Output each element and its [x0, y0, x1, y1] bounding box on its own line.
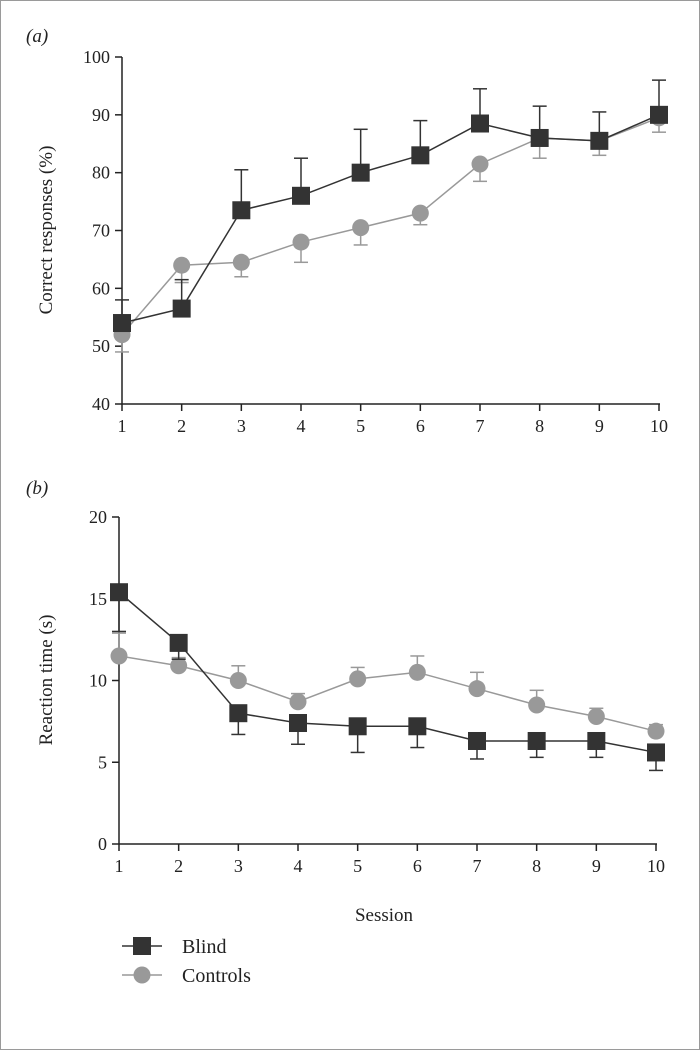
y-tick-label: 90 — [92, 105, 110, 125]
legend-controls-label: Controls — [182, 965, 251, 987]
data-point-blind — [530, 128, 549, 147]
x-tick-label: 8 — [532, 856, 541, 876]
panel-a-label: (a) — [26, 26, 48, 47]
legend-blind-marker — [133, 937, 151, 955]
series-line-controls — [118, 655, 657, 732]
legend-controls-marker — [133, 966, 151, 984]
x-tick-label: 3 — [234, 856, 243, 876]
data-point-blind — [590, 131, 609, 150]
legend-entry-controls: Controls — [122, 965, 251, 987]
x-tick-label: 4 — [294, 856, 303, 876]
series-controls — [110, 632, 665, 740]
data-point-controls — [232, 253, 250, 271]
data-point-blind — [351, 163, 370, 182]
data-point-blind — [471, 114, 489, 133]
panel-a-y-axis-title: Correct responses (%) — [36, 146, 57, 315]
data-point-controls — [471, 155, 489, 173]
data-point-controls — [289, 693, 307, 711]
series-line-controls — [121, 117, 660, 336]
data-point-controls — [170, 657, 188, 675]
data-point-controls — [229, 672, 247, 689]
y-tick-label: 10 — [89, 671, 107, 691]
y-tick-label: 40 — [92, 394, 110, 414]
x-tick-label: 9 — [592, 856, 601, 876]
legend-blind-label: Blind — [182, 936, 226, 958]
x-tick-label: 1 — [115, 856, 124, 876]
data-point-controls — [173, 256, 191, 274]
series-controls — [113, 109, 668, 353]
panel-b-label: (b) — [26, 478, 48, 499]
panel-b-x-axis-title: Session — [355, 905, 414, 926]
data-point-blind — [113, 314, 131, 333]
data-point-blind — [587, 731, 606, 750]
data-point-blind — [647, 743, 665, 762]
data-point-controls — [352, 219, 370, 237]
panel-b-y-axis-title: Reaction time (s) — [36, 615, 57, 746]
x-tick-label: 2 — [177, 416, 186, 436]
x-tick-label: 6 — [416, 416, 425, 436]
panel-a-series — [113, 79, 668, 353]
data-point-blind — [169, 633, 188, 652]
legend: Blind Controls — [122, 936, 251, 987]
y-tick-label: 5 — [98, 752, 107, 772]
series-blind — [110, 583, 665, 772]
panel-a-axes: 40 50 60 70 80 90 100 1 2 3 4 5 6 7 8 9 10 — [83, 47, 668, 436]
y-tick-label: 50 — [92, 336, 110, 356]
panel-b-chart: (b) Reaction time (s) Session 0 5 10 15 20 1 2… — [26, 478, 665, 926]
data-point-blind — [229, 704, 248, 723]
x-tick-label: 5 — [353, 856, 362, 876]
legend-entry-blind: Blind — [122, 936, 226, 958]
x-tick-label: 10 — [647, 856, 665, 876]
data-point-blind — [348, 717, 367, 736]
data-point-blind — [468, 731, 486, 750]
y-tick-label: 20 — [89, 507, 107, 527]
x-tick-label: 7 — [473, 856, 482, 876]
data-point-blind — [232, 201, 251, 220]
x-tick-label: 3 — [237, 416, 246, 436]
x-tick-label: 9 — [595, 416, 604, 436]
data-point-controls — [408, 663, 426, 681]
data-point-blind — [408, 717, 427, 736]
y-tick-label: 70 — [92, 221, 110, 241]
data-point-controls — [292, 233, 310, 251]
series-line-blind — [121, 114, 660, 324]
data-point-controls — [587, 707, 605, 725]
data-point-blind — [411, 146, 430, 165]
x-tick-label: 8 — [535, 416, 544, 436]
x-tick-label: 2 — [174, 856, 183, 876]
data-point-blind — [292, 186, 310, 205]
y-tick-label: 80 — [92, 163, 110, 183]
panel-b-series — [110, 583, 665, 772]
y-tick-label: 60 — [92, 278, 110, 298]
y-tick-label: 100 — [83, 47, 110, 67]
data-point-controls — [110, 647, 128, 665]
x-tick-label: 6 — [413, 856, 422, 876]
data-point-blind — [527, 731, 546, 750]
data-point-blind — [110, 583, 128, 602]
panel-a-chart: (a) Correct responses (%) 40 50 60 70 80 90 10… — [26, 26, 668, 436]
data-point-controls — [468, 680, 486, 698]
x-tick-label: 5 — [356, 416, 365, 436]
series-line-blind — [118, 591, 657, 754]
x-tick-label: 7 — [476, 416, 485, 436]
x-tick-label: 4 — [297, 416, 306, 436]
data-point-blind — [650, 105, 668, 124]
data-point-controls — [528, 696, 546, 714]
x-tick-label: 10 — [650, 416, 668, 436]
y-tick-label: 0 — [98, 834, 107, 854]
data-point-controls — [647, 722, 665, 740]
data-point-blind — [172, 299, 191, 318]
panel-b-axes: 0 5 10 15 20 1 2 3 4 5 6 7 8 9 10 — [89, 507, 665, 876]
data-point-controls — [411, 204, 429, 222]
x-tick-label: 1 — [118, 416, 127, 436]
series-blind — [113, 79, 668, 333]
data-point-controls — [349, 670, 367, 688]
data-point-blind — [289, 714, 307, 733]
y-tick-label: 15 — [89, 589, 107, 609]
